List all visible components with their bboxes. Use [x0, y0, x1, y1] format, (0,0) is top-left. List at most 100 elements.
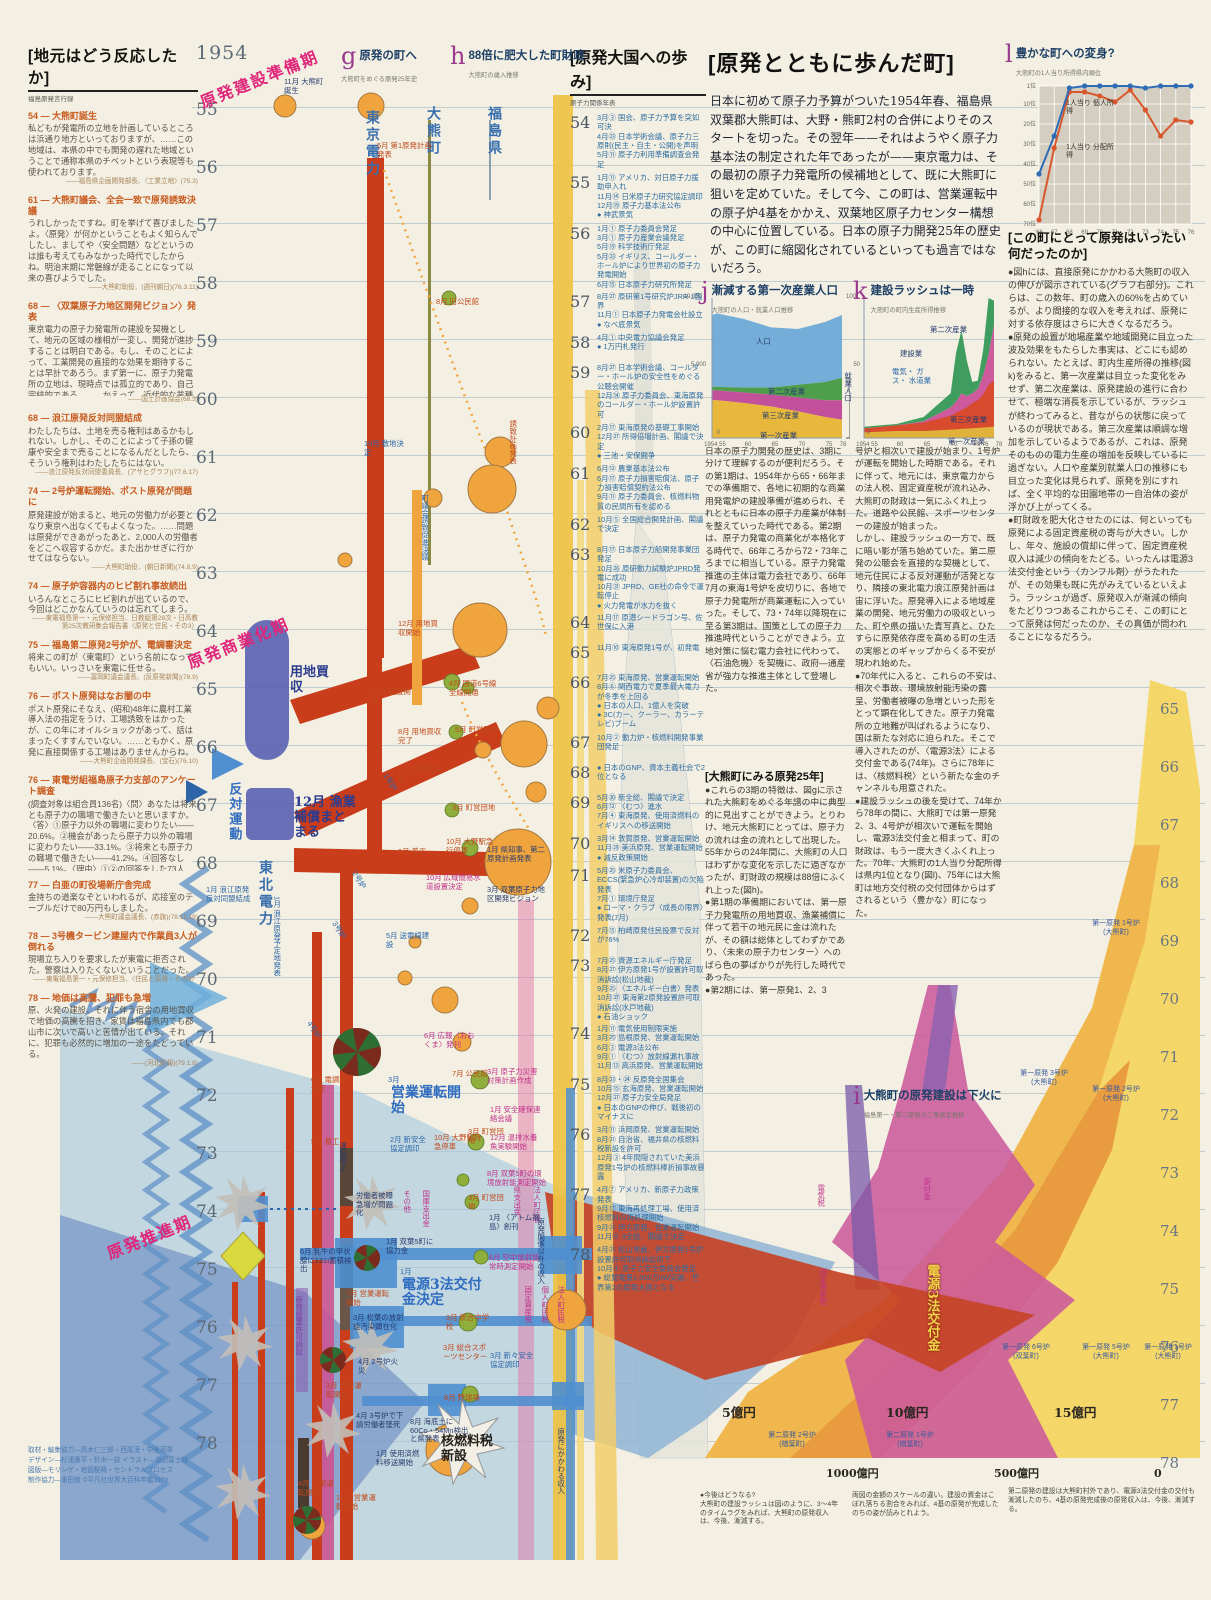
quote-entry: 54 — 大熊町誕生 私どもが発電所の立地を計画しているところは浜通り地方といっ…	[28, 111, 198, 186]
chronology-entry-items: 5月㉚ 新全総、閣議で決定 6月⑫ 〈むつ〉進水 7月④ 東海原発、使用済燃料の…	[597, 792, 700, 830]
timeline-event-label: 9月 着工	[398, 847, 427, 856]
quote-entry-body: (調査対象は組合員136名)〈問〉あなたは将来とも原子力の職場で働きたいと思いま…	[28, 798, 197, 871]
chart-label: 第三次産業	[950, 415, 987, 424]
chronology-entry-items: 7月⑮ 柏崎原発住民投票で反対が76%	[597, 926, 700, 945]
timeline-event-label: 3月 双葉原子力地区開発ビジョン	[487, 885, 545, 903]
chronology-entry: 77 4月⑦ アメリカ、新原子力政策発表 9月⑰ 東海再処理工場、使用済核燃料の…	[570, 1185, 706, 1241]
chronology-entry-items: 11月⑩ 東海原発1号が、初発電	[597, 642, 700, 652]
timeline-event-label: その他	[402, 1190, 412, 1213]
timeline-event-label: 7月 営業運転開始	[346, 1289, 390, 1307]
chart-letter: l	[1005, 40, 1013, 68]
timeline-event-label: 1月 県知事、第二原発計画発表	[487, 845, 545, 863]
chronology-entry: 74 1月⑪ 電気使用制限実施 3月㉕ 島根原発、営業運転開始 6月③ 電源3法…	[570, 1024, 706, 1071]
quote-entry-body: うれしかったですね。町を挙げて喜びましたよ。〈原発〉が何かということもよく知らん…	[28, 218, 198, 284]
chronology-entry-year: 64	[570, 612, 591, 632]
timeline-event-label: 町議会誘致促進決議	[420, 494, 430, 561]
timeline-event-label: 個人町民税	[540, 1286, 550, 1323]
timeline-event-label: 12月 用地買収開始	[398, 619, 438, 637]
svg-text:68: 68	[1066, 230, 1073, 236]
timeline-year: 78	[196, 1434, 218, 1454]
chart-subtitle: 大熊町をめぐる原発25年史	[341, 75, 418, 83]
timeline-event-label: 4月 2号炉火災	[358, 1357, 398, 1375]
timeline-event-label: 3月 統合中学校	[446, 1313, 490, 1331]
timeline-year: 57	[196, 216, 218, 236]
chronology-entry: 69 5月㉚ 新全総、閣議で決定 6月⑫ 〈むつ〉進水 7月④ 東海原発、使用済…	[570, 793, 706, 830]
timeline-event-label: 原発関係以外の収入	[536, 1218, 546, 1285]
chronology-entry-year: 58	[570, 332, 591, 352]
timeline-year: 70	[196, 970, 218, 990]
timeline-event-label: 3月 新々安全協定調印	[490, 1351, 534, 1369]
timeline-event-label: 2月 新安全協定調印	[390, 1135, 426, 1153]
timeline-event-label: 1月	[400, 1267, 412, 1276]
chart-letter: j	[701, 277, 709, 305]
quote-entry: 75 — 福島第二原発2号炉が、電調審決定 将来この町が〈東電町〉という名前にな…	[28, 640, 198, 682]
chart-label: 電源3法交付金	[924, 1264, 940, 1352]
timeline-year: 1954	[196, 42, 249, 64]
chronology-entry: 72 7月⑮ 柏崎原発住民投票で反対が76%	[570, 926, 706, 952]
svg-text:50位: 50位	[1023, 180, 1036, 188]
entity-label: 大熊町	[425, 106, 441, 157]
svg-text:20位: 20位	[1023, 120, 1036, 128]
chronology-entry-items: 5月㉕ 米原子力委員会、ECCS(緊急炉心冷却装置)の欠陥発表 7月① 環境庁発…	[597, 866, 704, 922]
timeline-event-label: 10月 大野駅特急停車	[434, 1133, 482, 1151]
chronology-entry-year: 72	[570, 926, 591, 946]
timeline-event-label: 法人町民税	[556, 1286, 566, 1323]
quote-entry-source: ——大熊町助役、(週刊朝日)(76.3.11)	[88, 283, 198, 291]
chart-header: g 原発の町へ 大熊町をめぐる原発25年史	[341, 44, 418, 86]
chart-letter: k	[853, 277, 868, 305]
timeline-event-label: 固定資産税	[523, 1286, 533, 1323]
chronology-entry-items: 10月② 動力炉・核燃料開発事業団発足	[597, 732, 704, 752]
quote-entry: 68 — 〈双葉原子力地区開発ビジョン〉発表 東京電力の原子力発電所の建設を契機…	[28, 301, 198, 404]
chronology-entry: 57 8月㉗ 原研第1号研究炉JRR-1臨界 11月① 日本原子力発電会社設立 …	[570, 292, 706, 329]
timeline-event-label: 4月 3号炉で下請労働者墜死	[356, 1411, 404, 1429]
timeline-year: 58	[196, 274, 218, 294]
chronology-entries: 54 3月③ 国会、原子力予算を突如可決 4月㉓ 日本学術会議、原子力三原則(民…	[570, 113, 706, 1292]
chart-subtitle: 大熊町の人口・就業人口推移	[711, 307, 794, 314]
chart-i-year: 66	[1160, 758, 1180, 776]
chart-label: 固定資産税	[818, 1268, 828, 1305]
chart-title: 88倍に肥大した町財政	[468, 50, 585, 62]
quote-entry-body: 現場立ち入りを要求したが東電に拒否された。警察は入りたくないということだった。	[28, 954, 194, 976]
chart-label: 60	[744, 442, 752, 448]
quote-entry-source: ——福島県企画開発部長、〈工業立地〉(75.3)	[65, 177, 198, 185]
timeline-event-label: 電源3法交付金決定	[402, 1277, 482, 1309]
chart-letter: i	[853, 1082, 861, 1110]
chart-label: 0	[716, 430, 720, 436]
right-essay-body: ●図hには、直接原発にかかわる大熊町の収入の伸びが図示されている(グラフ右部分)…	[1008, 267, 1194, 643]
quote-entry-source: ——大熊町助役、(朝日新聞)(74.8.9)	[91, 564, 198, 572]
chart-label: 第一原発 1号炉 (大熊町)	[1144, 1344, 1192, 1360]
quote-entry: 74 — 2号炉運転開始、ポスト原発が問題に 原発建設が始まると、地元の労働力が…	[28, 486, 198, 572]
svg-text:67: 67	[1051, 230, 1058, 236]
chronology-entry-items: 1月① 原子力委員会発足 3月① 原子力産業会議発足 5月⑲ 科学技術庁発足 5…	[597, 223, 701, 288]
quote-entry-body: 原、火発の建設、それに伴う宿舎の用地買収で地価の高騰を招き、家賃は福島県内でも郡…	[28, 1005, 194, 1059]
timeline-year: 60	[196, 390, 218, 410]
timeline-event-label: 3月	[388, 1075, 400, 1084]
chart-i-year: 68	[1160, 874, 1180, 892]
entity-label: 東北電力	[257, 860, 273, 928]
timeline-event-label: 核燃料税新設	[441, 1434, 494, 1465]
chart-label: 70	[798, 442, 806, 448]
svg-text:'66: '66	[1035, 230, 1043, 236]
timeline-year: 73	[196, 1144, 218, 1164]
chart-i-year: 74	[1160, 1222, 1180, 1240]
article-body-3: 号炉と相次いで建設が始まり、1号炉が運転を開始した時期である。それに伴って、地元…	[855, 446, 1002, 918]
chronology-entry-items: 8月㉗ 原研第1号研究炉JRR-1臨界 11月① 日本原子力発電会社設立 ● な…	[597, 291, 703, 329]
chart-header: l 豊かな町への変身? 大熊町の1人当り所得県内順位	[1005, 40, 1115, 80]
quote-entry-body: わたしたちは、土地を売る権利はあるかもしれない。しかし、そのことによって子孫の健…	[28, 425, 194, 469]
quote-entry-source: ——東電福島第一・元保修担当、日教組第28次・日高教第25次教研集会報告書〈原発…	[32, 615, 198, 631]
chronology-entry-year: 60	[570, 422, 591, 442]
timeline-year: 61	[196, 448, 218, 468]
chart-l-rank: 1位 10位 20位 30位 40位 50位 60位 70位 '66 67 68 69 70 71 72 73…	[1023, 82, 1195, 236]
chronology-entry: 66 7月㉕ 東海原発、営業運転開始 8月⑥ 関西電力で夏季最大電力が冬季を上回…	[570, 673, 706, 729]
timeline-event-label: 3月 総合スポーツセンター	[443, 1343, 488, 1361]
quote-entry: 68 — 浪江原発反対同盟結成 わたしたちは、土地を売る権利はあるかもしれない。…	[28, 413, 198, 477]
chart-i-year: 67	[1160, 816, 1180, 834]
timeline-event-label: 8月 双葉5町の環境放射能測定開始	[487, 1169, 547, 1187]
quote-entry-heading: 74 — 原子炉容器内のヒビ割れ事故続出	[28, 581, 188, 592]
article-body-2: ●これらの3期の特徴は、図gに示された大熊町をめぐる年譜の中に典型的に見出すこと…	[705, 785, 848, 995]
timeline-year: 67	[196, 796, 218, 816]
timeline-event-label: 3月 町営団地	[468, 1193, 504, 1211]
timeline-event-label: 運転停止	[338, 1142, 348, 1172]
timeline-event-label: 国庫支出金	[421, 1190, 431, 1227]
chart-label: 78	[839, 442, 847, 448]
